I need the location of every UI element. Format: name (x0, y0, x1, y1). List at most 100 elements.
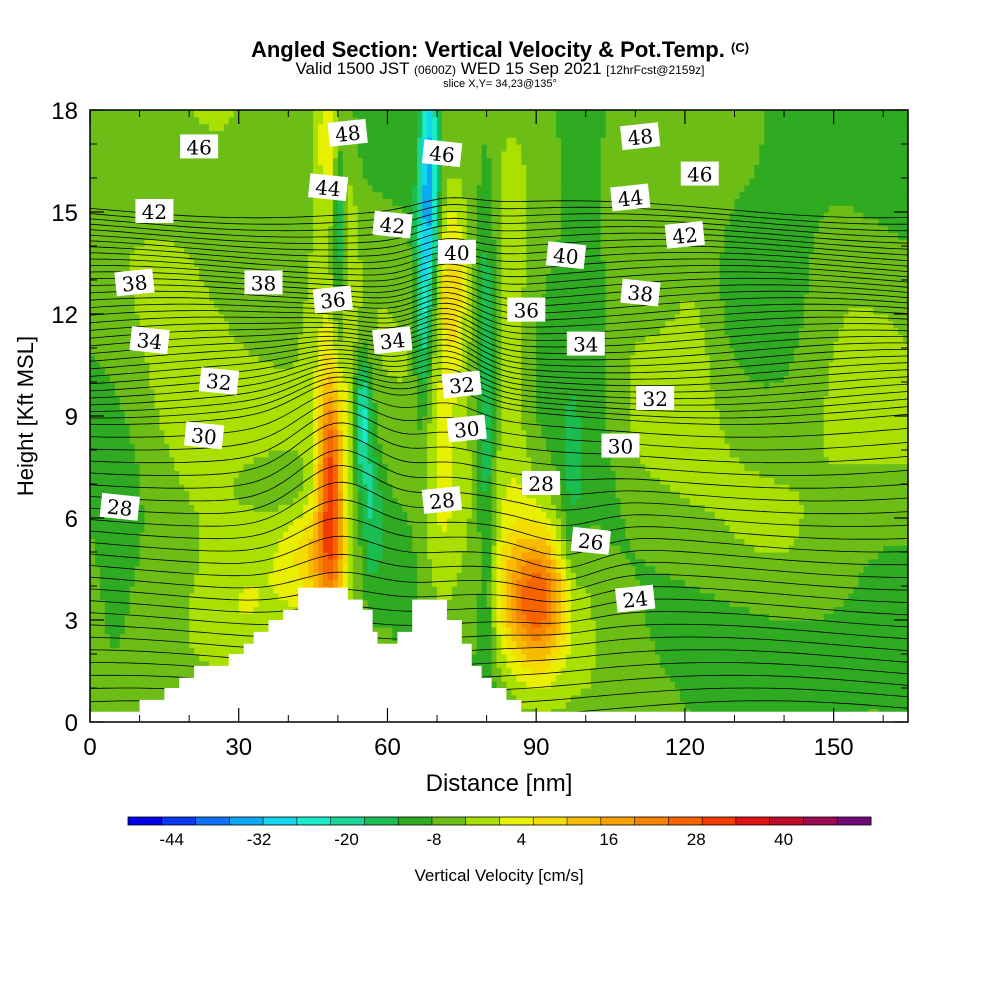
velocity-cell (283, 429, 289, 437)
velocity-cell (288, 164, 294, 172)
velocity-cell (362, 558, 369, 567)
velocity-cell (109, 137, 116, 145)
velocity-cell (283, 599, 289, 607)
velocity-cell (144, 633, 151, 641)
velocity-cell (149, 164, 156, 172)
velocity-cell (114, 110, 121, 118)
velocity-cell (144, 307, 151, 315)
velocity-cell (308, 239, 314, 247)
velocity-cell (293, 382, 299, 390)
velocity-cell (318, 409, 324, 417)
velocity-cell (248, 327, 255, 335)
velocity-cell (218, 293, 225, 301)
velocity-cell (149, 497, 156, 505)
velocity-cell (337, 565, 344, 573)
velocity-cell (248, 402, 255, 410)
velocity-cell (144, 620, 151, 628)
velocity-cell (90, 545, 96, 553)
velocity-cell (327, 477, 334, 485)
velocity-cell (273, 137, 279, 145)
velocity-cell (332, 382, 339, 390)
velocity-cell (308, 212, 314, 220)
velocity-cell (144, 388, 151, 397)
velocity-cell (174, 232, 180, 240)
velocity-cell (223, 395, 230, 403)
velocity-cell (109, 252, 116, 261)
velocity-cell (243, 586, 250, 594)
velocity-cell (313, 375, 319, 383)
velocity-cell (159, 470, 165, 478)
velocity-cell (298, 198, 304, 206)
velocity-cell (199, 511, 205, 519)
velocity-cell (273, 490, 279, 499)
velocity-cell (298, 239, 304, 247)
velocity-cell (303, 137, 309, 145)
velocity-cell (154, 416, 161, 424)
velocity-cell (149, 416, 156, 424)
velocity-cell (238, 184, 245, 193)
velocity-cell (352, 592, 359, 601)
velocity-cell (352, 450, 359, 458)
velocity-cell (357, 286, 364, 295)
velocity-cell (99, 599, 106, 607)
velocity-cell (179, 266, 185, 274)
velocity-cell (342, 477, 349, 485)
velocity-cell (323, 123, 329, 131)
velocity-cell (94, 164, 101, 172)
velocity-cell (308, 252, 314, 261)
velocity-cell (184, 232, 190, 240)
velocity-cell (169, 484, 175, 492)
velocity-cell (109, 395, 116, 403)
velocity-cell (268, 463, 275, 471)
velocity-cell (94, 436, 101, 444)
velocity-cell (293, 586, 299, 594)
velocity-cell (313, 164, 319, 172)
velocity-cell (293, 422, 299, 431)
velocity-cell (184, 558, 190, 567)
velocity-cell (233, 178, 240, 186)
velocity-cell (323, 382, 329, 390)
velocity-cell (99, 259, 106, 267)
velocity-cell (164, 572, 170, 580)
velocity-cell (283, 116, 289, 125)
velocity-cell (253, 307, 260, 315)
velocity-cell (332, 198, 339, 206)
velocity-cell (233, 545, 240, 553)
velocity-cell (347, 477, 354, 485)
velocity-cell (298, 429, 304, 437)
velocity-cell (223, 110, 230, 118)
velocity-cell (184, 599, 190, 607)
velocity-cell (139, 239, 146, 247)
velocity-cell (208, 402, 215, 410)
velocity-cell (273, 225, 279, 233)
velocity-cell (233, 640, 240, 648)
velocity-cell (278, 524, 284, 533)
velocity-cell (124, 701, 131, 709)
velocity-cell (199, 348, 205, 356)
velocity-cell (347, 198, 354, 206)
velocity-cell (164, 531, 170, 539)
velocity-cell (109, 599, 116, 607)
velocity-cell (268, 110, 275, 118)
velocity-cell (129, 395, 136, 403)
velocity-cell (293, 368, 299, 376)
velocity-cell (154, 477, 161, 485)
velocity-cell (174, 579, 180, 587)
velocity-cell (109, 701, 116, 709)
velocity-cell (283, 463, 289, 471)
velocity-cell (124, 382, 131, 390)
velocity-cell (323, 164, 329, 172)
velocity-cell (337, 524, 344, 533)
velocity-cell (288, 178, 294, 186)
velocity-cell (293, 218, 299, 227)
velocity-cell (164, 130, 170, 138)
velocity-cell (184, 484, 190, 492)
velocity-cell (204, 402, 210, 410)
velocity-cell (174, 558, 180, 567)
velocity-cell (238, 552, 245, 560)
velocity-cell (303, 157, 309, 165)
velocity-cell (194, 545, 200, 553)
velocity-cell (208, 198, 215, 206)
velocity-cell (199, 334, 205, 342)
velocity-cell (243, 184, 250, 193)
